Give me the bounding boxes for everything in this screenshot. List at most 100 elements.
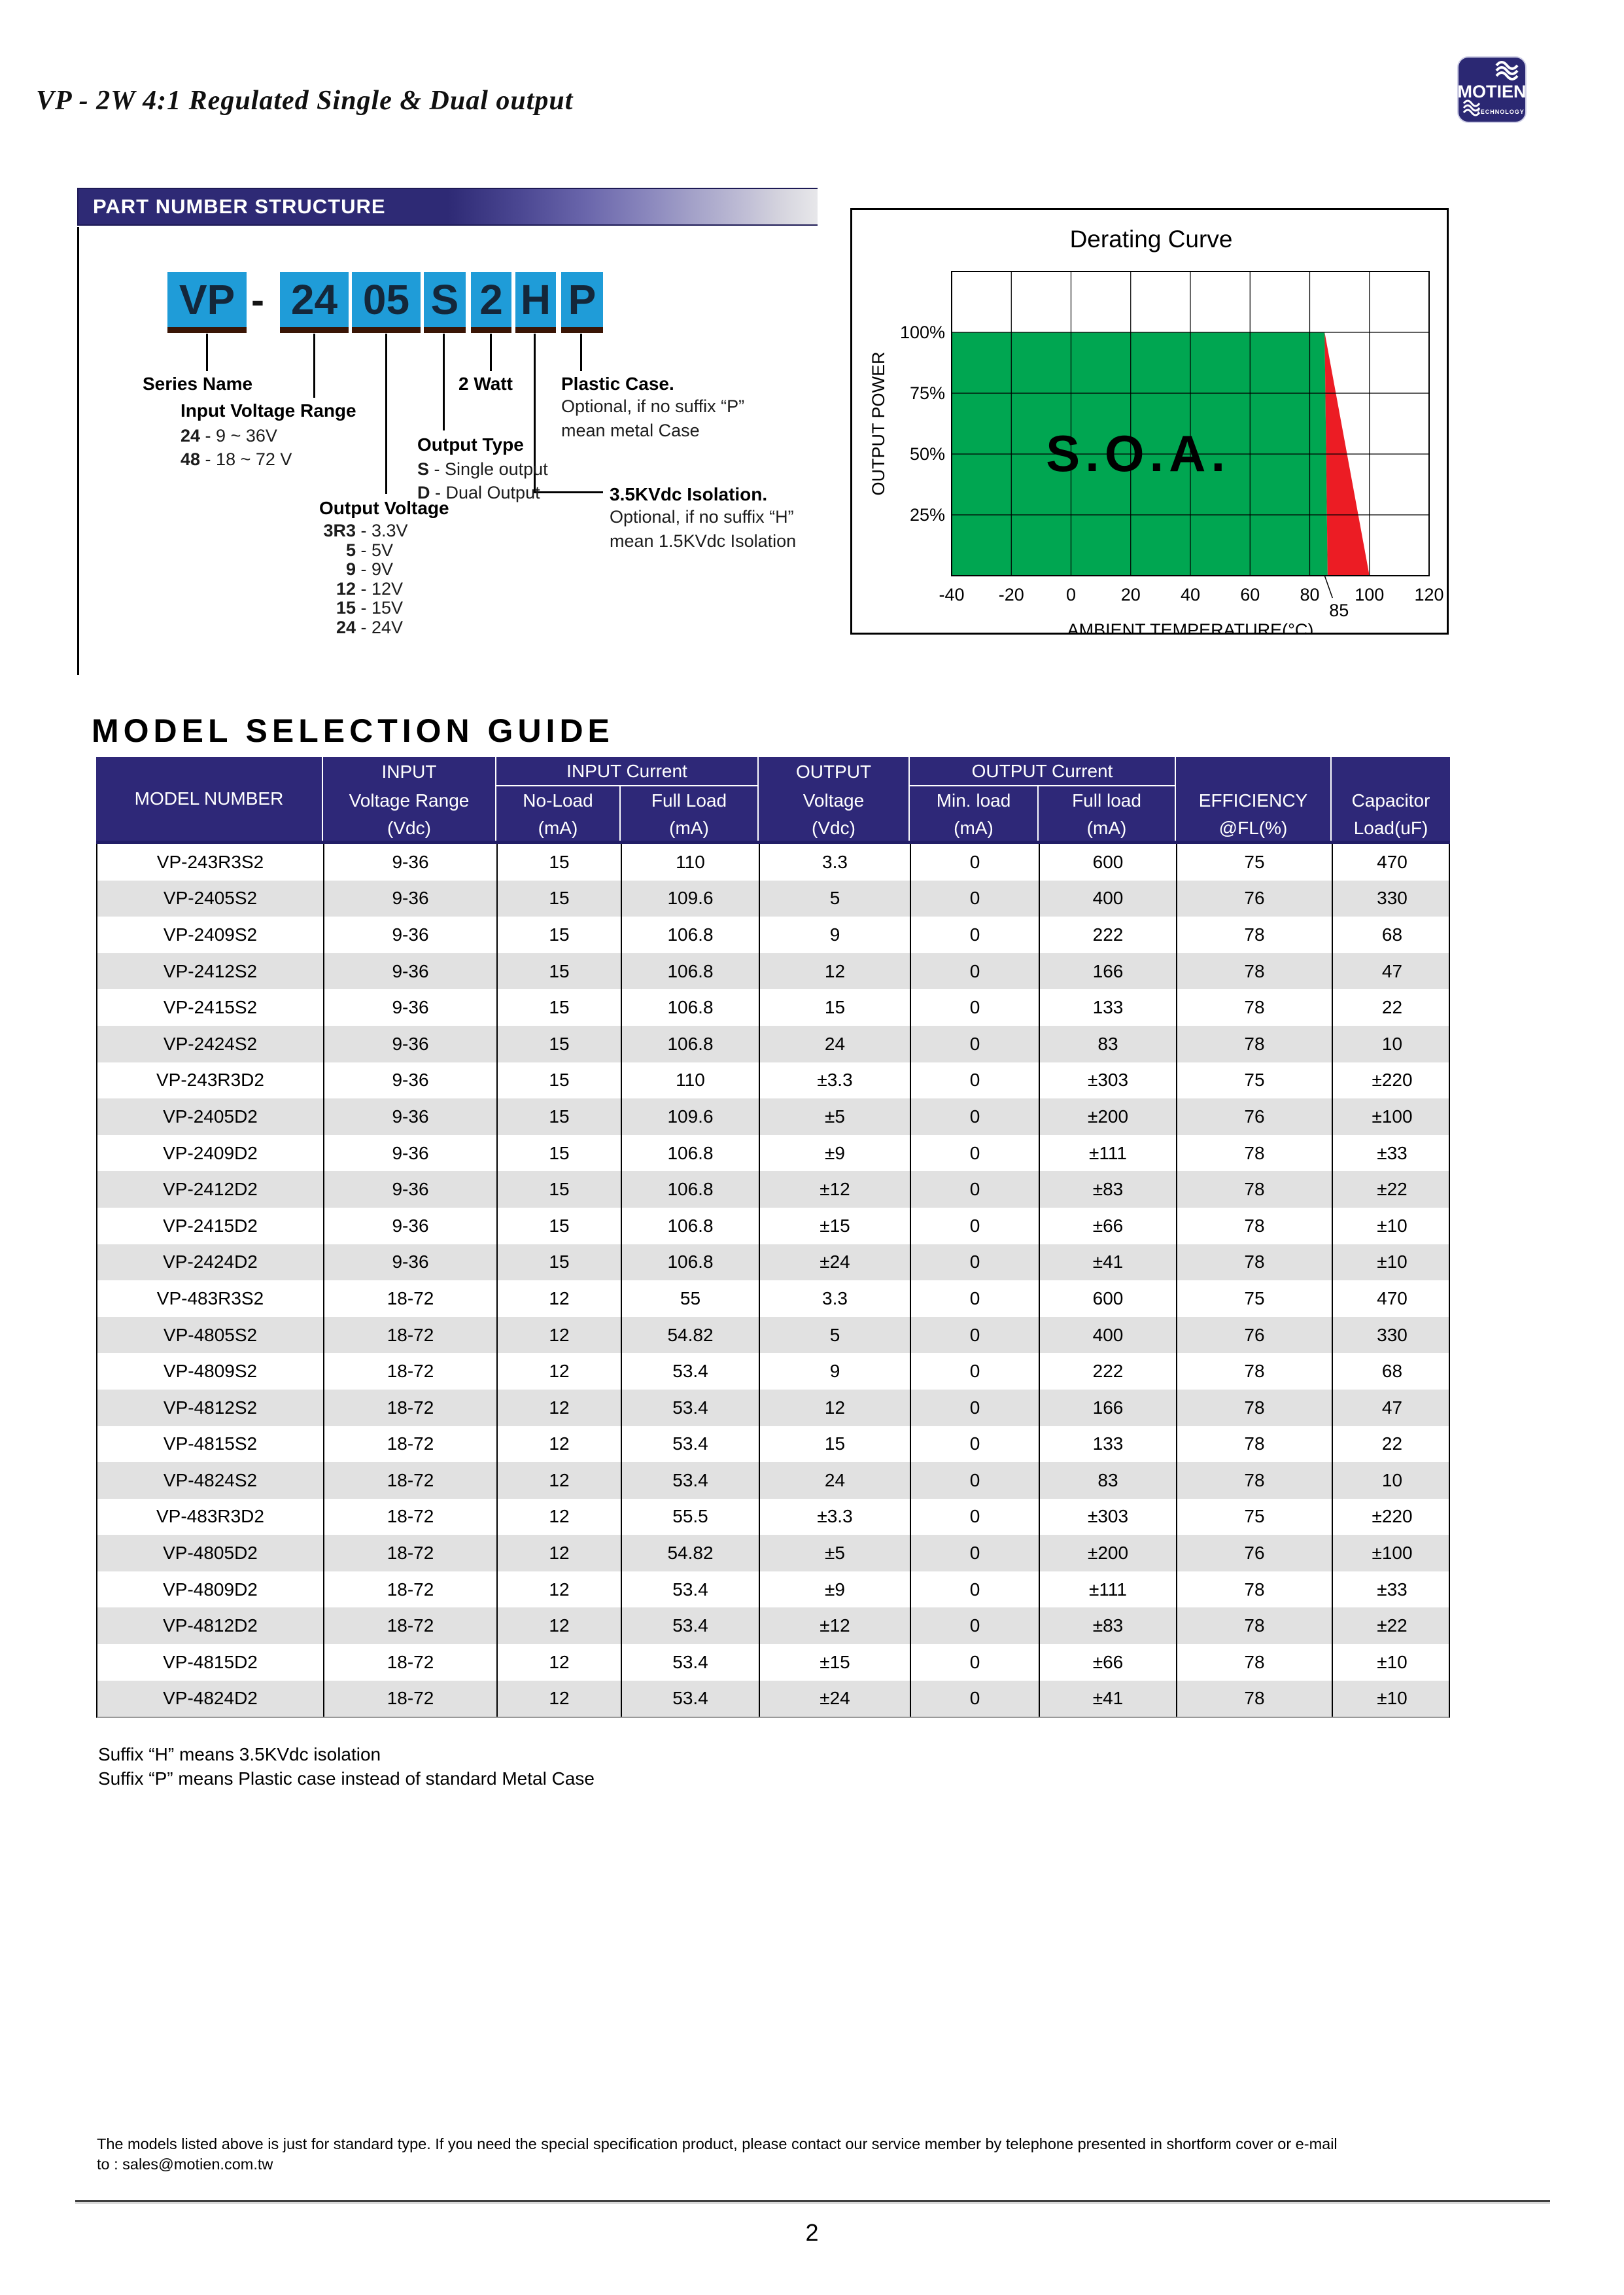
callout-item: 12 - 12V <box>336 578 404 599</box>
table-row: VP-2409S2 9-36 15 106.8 9 0 222 78 68 <box>97 917 1449 953</box>
part-number-box-24: 24 <box>280 272 349 333</box>
svg-text:60: 60 <box>1240 585 1260 604</box>
motien-logo: MOTIEN TECHNOLOGY <box>1457 56 1527 123</box>
col-header-min-load: Min. load <box>908 786 1037 815</box>
callout-item: S - Single output <box>417 459 548 479</box>
callout-watt: 2 Watt <box>458 374 513 394</box>
col-group-input-current: INPUT Current <box>495 757 757 786</box>
col-group-output-current: OUTPUT Current <box>908 757 1175 786</box>
footer-note: The models listed above is just for stan… <box>97 2134 1536 2175</box>
table-row: VP-4815D2 18-72 12 53.4 ±15 0 ±66 78 ±10 <box>97 1644 1449 1681</box>
table-row: VP-2405S2 9-36 15 109.6 5 0 400 76 330 <box>97 880 1449 917</box>
col-header-out-full-load: Full load <box>1037 786 1175 815</box>
callout-item: 24 - 9 ~ 36V <box>181 426 277 446</box>
suffix-note-p: Suffix “P” means Plastic case instead of… <box>98 1768 595 1789</box>
connector-isolation-vertical <box>534 334 536 493</box>
footer-divider <box>75 2200 1550 2202</box>
logo-wave-icon <box>1495 61 1519 80</box>
part-number-separator: - <box>251 278 264 322</box>
table-row: VP-4809D2 18-72 12 53.4 ±9 0 ±111 78 ±33 <box>97 1571 1449 1608</box>
callout-isolation: 3.5KVdc Isolation. Optional, if no suffi… <box>610 484 797 551</box>
part-number-box-vp: VP <box>167 272 247 333</box>
y-axis-label: OUTPUT POWER <box>869 351 888 495</box>
col-group-input: INPUT <box>322 757 495 786</box>
extra-tick-85: 85 <box>1329 601 1349 620</box>
callout-output-voltage: Output Voltage 3R3 - 3.3V 5 - 5V 9 - 9V 12 … <box>319 498 449 637</box>
svg-text:80: 80 <box>1300 585 1319 604</box>
connector-series <box>206 334 208 371</box>
table-row: VP-2424D2 9-36 15 106.8 ±24 0 ±41 78 ±10 <box>97 1244 1449 1281</box>
table-row: VP-2405D2 9-36 15 109.6 ±5 0 ±200 76 ±100 <box>97 1098 1449 1135</box>
derating-curve-chart: Derating Curve S.O.A. -40 -20 0 20 40 60 80 100 12… <box>850 208 1449 640</box>
section-left-border <box>77 227 79 675</box>
table-row: VP-2415S2 9-36 15 106.8 15 0 133 78 22 <box>97 989 1449 1026</box>
model-selection-guide-title: MODEL SELECTION GUIDE <box>92 712 614 749</box>
callout-output-type: Output Type S - Single output D - Dual Ou… <box>417 434 548 504</box>
logo-wave-small-icon <box>1462 99 1481 116</box>
callout-item: D - Dual Output <box>417 483 540 502</box>
callout-item: 24 - 24V <box>336 617 404 637</box>
callout-item: 9 - 9V <box>345 559 394 579</box>
x-axis-label: AMBIENT TEMPERATURE(°C) <box>1067 620 1314 635</box>
table-row: VP-4824D2 18-72 12 53.4 ±24 0 ±41 78 ±10 <box>97 1680 1449 1717</box>
col-header-voltage-range: Voltage Range <box>322 786 495 815</box>
table-row: VP-2424S2 9-36 15 106.8 24 0 83 78 10 <box>97 1025 1449 1062</box>
connector-output-type <box>443 334 445 430</box>
table-row: VP-4824S2 18-72 12 53.4 24 0 83 78 10 <box>97 1462 1449 1499</box>
col-header-output-voltage: Voltage <box>757 786 908 815</box>
connector-input-voltage <box>313 334 315 398</box>
part-number-box-2: 2 <box>471 272 511 333</box>
table-row: VP-243R3D2 9-36 15 110 ±3.3 0 ±303 75 ±220 <box>97 1062 1449 1099</box>
svg-text:50%: 50% <box>910 444 945 464</box>
connector-plastic <box>580 334 582 371</box>
svg-text:-40: -40 <box>939 585 964 604</box>
logo-name-text: MOTIEN <box>1458 82 1527 101</box>
svg-text:40: 40 <box>1181 585 1200 604</box>
table-row: VP-4805D2 18-72 12 54.82 ±5 0 ±200 76 ±100 <box>97 1535 1449 1571</box>
table-row: VP-483R3S2 18-72 12 55 3.3 0 600 75 470 <box>97 1280 1449 1317</box>
table-row: VP-4812S2 18-72 12 53.4 12 0 166 78 47 <box>97 1389 1449 1426</box>
col-header-full-load: Full Load <box>619 786 757 815</box>
svg-text:-20: -20 <box>999 585 1024 604</box>
page-number: 2 <box>805 2219 819 2246</box>
callout-item: 48 - 18 ~ 72 V <box>181 449 292 469</box>
table-row: VP-4812D2 18-72 12 53.4 ±12 0 ±83 78 ±22 <box>97 1607 1449 1645</box>
svg-text:100%: 100% <box>900 323 945 342</box>
part-number-box-p: P <box>561 272 603 333</box>
table-row: VP-2412S2 9-36 15 106.8 12 0 166 78 47 <box>97 953 1449 990</box>
part-number-section-title: PART NUMBER STRUCTURE <box>93 195 386 218</box>
col-header-efficiency: EFFICIENCY <box>1175 786 1330 815</box>
svg-text:20: 20 <box>1121 585 1141 604</box>
table-row: VP-483R3D2 18-72 12 55.5 ±3.3 0 ±303 75 ±220 <box>97 1498 1449 1535</box>
col-header-model-number: MODEL NUMBER <box>134 788 284 809</box>
table-row: VP-2415D2 9-36 15 106.8 ±15 0 ±66 78 ±10 <box>97 1207 1449 1244</box>
callout-plastic-case: Plastic Case. Optional, if no suffix “P”… <box>561 374 745 440</box>
callout-item: 3R3 - 3.3V <box>323 521 408 540</box>
part-number-section-header: PART NUMBER STRUCTURE <box>77 188 818 226</box>
suffix-note-h: Suffix “H” means 3.5KVdc isolation <box>98 1744 381 1764</box>
chart-frame <box>850 208 1449 635</box>
connector-output-voltage <box>385 334 387 494</box>
callout-item: 5 - 5V <box>345 540 394 560</box>
table-row: VP-243R3S2 9-36 15 110 3.3 0 600 75 470 <box>97 844 1449 881</box>
col-header-capacitor: Capacitor <box>1330 786 1450 815</box>
svg-text:120: 120 <box>1414 585 1443 604</box>
part-number-box-05: 05 <box>352 272 421 333</box>
svg-text:75%: 75% <box>910 383 945 403</box>
svg-text:0: 0 <box>1066 585 1076 604</box>
suffix-notes: Suffix “H” means 3.5KVdc isolation Suffi… <box>98 1742 595 1791</box>
table-row: VP-4815S2 18-72 12 53.4 15 0 133 78 22 <box>97 1426 1449 1463</box>
col-group-output: OUTPUT <box>757 757 908 786</box>
soa-annotation: S.O.A. <box>1046 425 1230 482</box>
table-row: VP-4809S2 18-72 12 53.4 9 0 222 78 68 <box>97 1353 1449 1390</box>
page-title: VP - 2W 4:1 Regulated Single & Dual outp… <box>36 86 574 116</box>
table-body: VP-243R3S2 9-36 15 110 3.3 0 600 75 470 VP-2405S2… <box>96 844 1450 1719</box>
chart-title: Derating Curve <box>1070 226 1233 253</box>
table-row: VP-2409D2 9-36 15 106.8 ±9 0 ±111 78 ±33 <box>97 1134 1449 1172</box>
part-number-box-h: H <box>515 272 556 333</box>
model-selection-table: MODEL NUMBER INPUT INPUT Current OUTPUT … <box>96 757 1450 1719</box>
logo-subtitle-text: TECHNOLOGY <box>1476 109 1525 115</box>
col-header-no-load: No-Load <box>495 786 619 815</box>
table-row: VP-4805S2 18-72 12 54.82 5 0 400 76 330 <box>97 1316 1449 1354</box>
